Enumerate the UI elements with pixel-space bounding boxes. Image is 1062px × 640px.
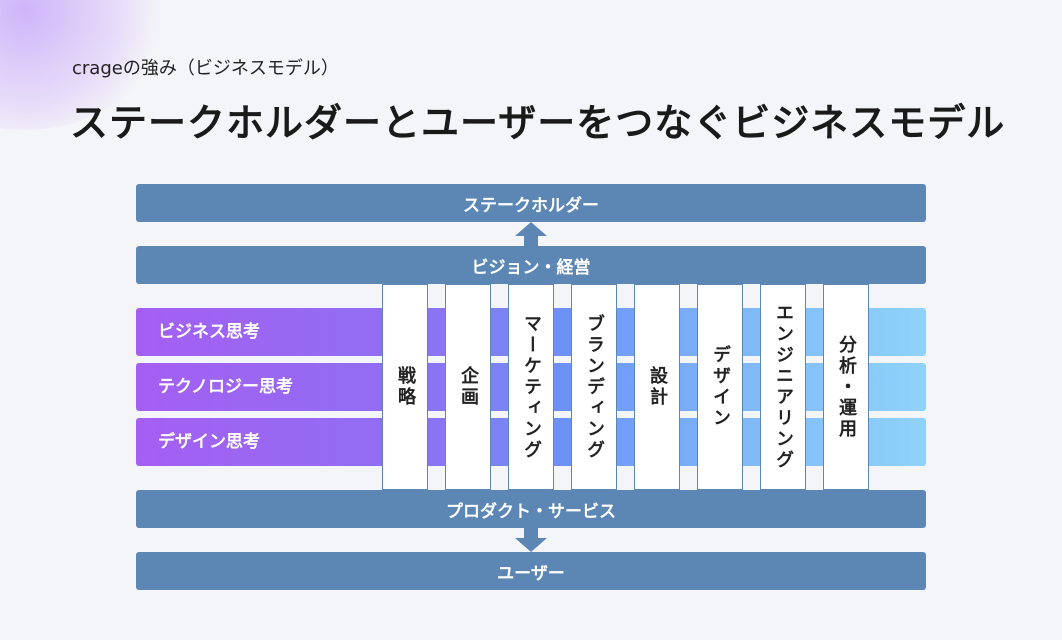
column-label: 設計 bbox=[647, 366, 668, 408]
column-label: マーケティング bbox=[521, 313, 542, 461]
column: ブランディング bbox=[571, 284, 617, 490]
column-label: ブランディング bbox=[584, 313, 605, 461]
column: 企画 bbox=[445, 284, 491, 490]
row-label: テクノロジー思考 bbox=[158, 377, 293, 397]
arrow-down bbox=[515, 526, 547, 552]
column-label: 分析・運用 bbox=[836, 334, 857, 440]
title: ステークホルダーとユーザーをつなぐビジネスモデル bbox=[70, 101, 1006, 145]
column-label: デザイン bbox=[710, 345, 731, 429]
row-label: ビジネス思考 bbox=[158, 322, 260, 342]
column-label: 戦略 bbox=[395, 366, 416, 408]
column-label: 企画 bbox=[458, 366, 479, 408]
column-label: エンジニアリング bbox=[773, 303, 794, 471]
subtitle: crageの強み（ビジネスモデル） bbox=[72, 58, 339, 79]
vision-bar: ビジョン・経営 bbox=[136, 246, 926, 284]
column: エンジニアリング bbox=[760, 284, 806, 490]
stakeholder-bar: ステークホルダー bbox=[136, 184, 926, 222]
row-label: デザイン思考 bbox=[158, 432, 260, 452]
arrow-up bbox=[515, 222, 547, 250]
column: 設計 bbox=[634, 284, 680, 490]
column: デザイン bbox=[697, 284, 743, 490]
column: 戦略 bbox=[382, 284, 428, 490]
column: 分析・運用 bbox=[823, 284, 869, 490]
product-bar: プロダクト・サービス bbox=[136, 490, 926, 528]
column: マーケティング bbox=[508, 284, 554, 490]
user-bar: ユーザー bbox=[136, 552, 926, 590]
